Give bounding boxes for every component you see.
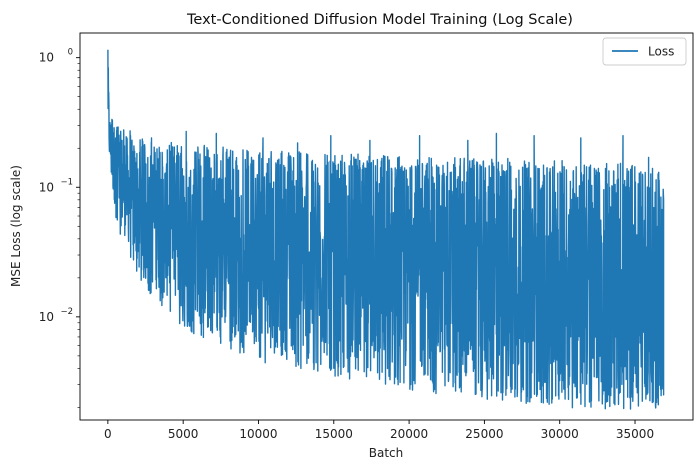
y-tick-exponent: 0 <box>68 48 73 58</box>
x-tick-label: 35000 <box>616 427 654 441</box>
y-tick-label: 10 <box>39 51 54 65</box>
y-tick-label: 10 <box>39 310 54 324</box>
y-tick-base: 10 <box>39 180 54 194</box>
y-tick-exponent: −2 <box>60 307 73 317</box>
legend-label-loss: Loss <box>648 45 674 59</box>
y-tick-base: 10 <box>39 310 54 324</box>
x-tick-label: 15000 <box>315 427 353 441</box>
x-axis-title: Batch <box>369 446 404 460</box>
x-tick-label: 0 <box>104 427 112 441</box>
plot-area <box>79 32 694 421</box>
y-axis: 10 −2 10 −1 10 0 <box>39 48 80 408</box>
x-axis: 0 5000 10000 15000 20000 25000 30000 35000 <box>104 420 654 441</box>
y-tick-base: 10 <box>39 51 54 65</box>
chart-title: Text-Conditioned Diffusion Model Trainin… <box>186 12 573 28</box>
legend-box <box>602 37 687 66</box>
x-tick-label: 10000 <box>239 427 277 441</box>
x-tick-label: 25000 <box>465 427 503 441</box>
x-tick-label: 20000 <box>390 427 428 441</box>
x-tick-label: 5000 <box>168 427 199 441</box>
legend: Loss <box>602 37 687 66</box>
x-tick-label: 30000 <box>541 427 579 441</box>
series-layer <box>107 49 665 410</box>
y-tick-label: 10 <box>39 180 54 194</box>
series-line-loss <box>107 49 665 410</box>
y-axis-title: MSE Loss (log scale) <box>9 165 23 287</box>
y-tick-exponent: −1 <box>60 177 73 187</box>
